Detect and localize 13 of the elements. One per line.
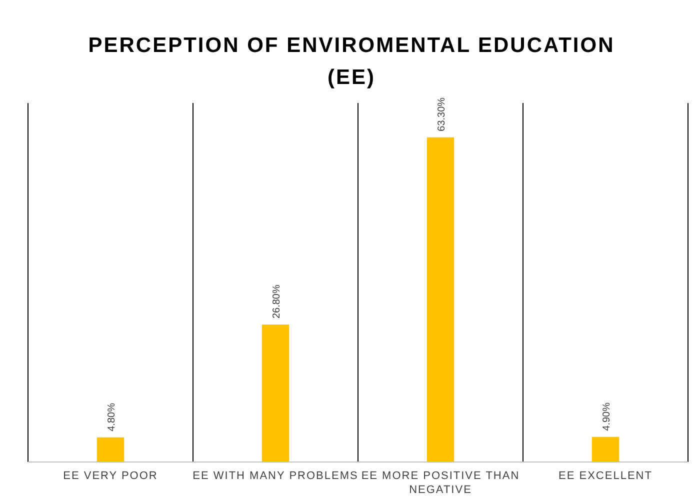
bar bbox=[96, 437, 124, 462]
x-tick-label: EE MORE POSITIVE THAN NEGATIVE bbox=[361, 470, 520, 496]
data-label: 4.90% bbox=[602, 402, 612, 431]
x-tick-label: EE WITH MANY PROBLEMS bbox=[192, 470, 358, 482]
data-label: 4.80% bbox=[106, 402, 118, 432]
x-tick-label: EE VERY POOR bbox=[63, 470, 158, 482]
bar bbox=[262, 324, 290, 462]
data-label: 63.30% bbox=[436, 97, 448, 132]
data-label: 26.80% bbox=[272, 284, 282, 319]
bar bbox=[592, 436, 620, 462]
chart-title: PERCEPTION OF ENVIROMENTAL EDUCATION (EE) bbox=[88, 34, 615, 89]
x-tick-label: EE EXCELLENT bbox=[558, 470, 652, 482]
bar bbox=[426, 137, 454, 462]
